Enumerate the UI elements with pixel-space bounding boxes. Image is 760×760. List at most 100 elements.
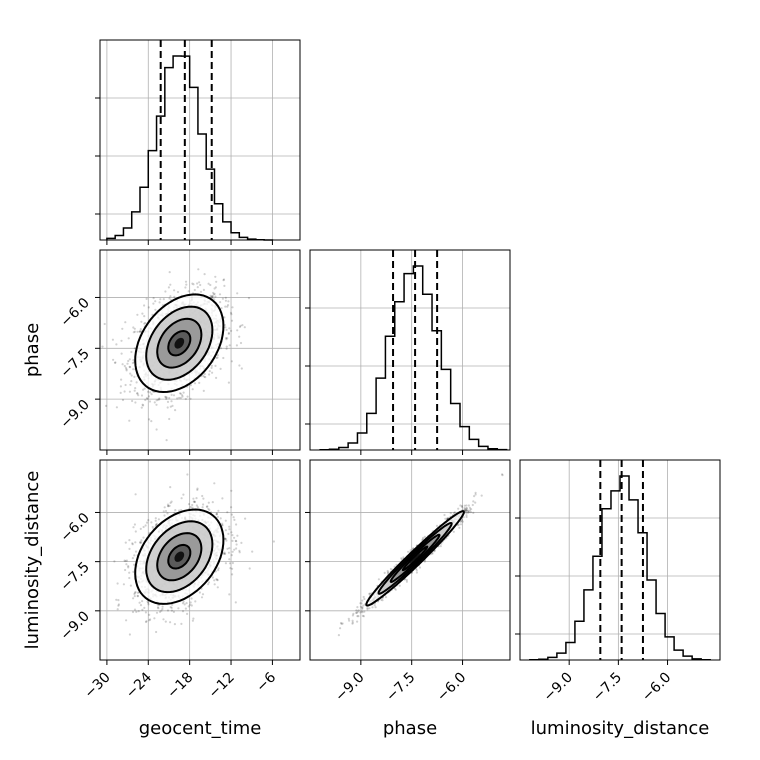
- sample-point: [394, 588, 397, 591]
- sample-point: [198, 381, 201, 384]
- sample-point: [244, 517, 247, 520]
- sample-point: [368, 607, 371, 610]
- sample-point: [139, 541, 142, 545]
- sample-point: [351, 621, 354, 624]
- sample-point: [197, 268, 200, 271]
- sample-point: [133, 608, 137, 611]
- sample-point: [230, 506, 233, 509]
- sample-point: [228, 344, 231, 347]
- sample-point: [183, 603, 186, 606]
- sample-point: [127, 565, 130, 568]
- sample-point: [131, 557, 134, 560]
- sample-point: [133, 592, 136, 596]
- sample-point: [147, 603, 150, 606]
- sample-point: [227, 300, 230, 303]
- sample-point: [132, 359, 135, 362]
- sample-point: [381, 599, 384, 602]
- sample-point: [127, 566, 130, 569]
- sample-point: [181, 602, 185, 605]
- sample-point: [130, 350, 133, 354]
- sample-point: [145, 397, 148, 400]
- sample-point: [348, 619, 351, 622]
- sample-point: [361, 606, 364, 609]
- sample-point: [193, 500, 196, 503]
- sample-point: [474, 491, 477, 494]
- sample-point: [228, 327, 231, 330]
- sample-point: [140, 394, 144, 397]
- sample-point: [457, 507, 460, 510]
- sample-point: [423, 560, 426, 563]
- sample-point: [230, 531, 233, 534]
- sample-point: [163, 514, 166, 517]
- sample-point: [216, 356, 219, 359]
- sample-point: [239, 324, 242, 327]
- sample-point: [196, 506, 199, 509]
- sample-point: [159, 298, 162, 301]
- sample-point: [132, 597, 135, 600]
- sample-point: [116, 608, 119, 611]
- sample-point: [126, 362, 129, 365]
- sample-point: [189, 397, 192, 400]
- sample-point: [356, 620, 359, 623]
- sample-point: [199, 290, 203, 293]
- sample-point: [132, 326, 135, 329]
- sample-point: [122, 583, 125, 586]
- sample-point: [144, 611, 147, 614]
- sample-point: [123, 559, 126, 562]
- sample-point: [166, 512, 169, 515]
- sample-point: [173, 289, 176, 292]
- sample-point: [186, 473, 189, 476]
- sample-point: [234, 539, 237, 543]
- sample-point: [231, 573, 234, 576]
- sample-point: [120, 339, 123, 342]
- sample-point: [164, 395, 167, 398]
- sample-point: [134, 401, 137, 404]
- sample-point: [155, 523, 158, 526]
- sample-point: [248, 567, 251, 570]
- sample-point: [196, 488, 199, 491]
- sample-point: [215, 513, 218, 516]
- sample-point: [186, 395, 189, 398]
- sample-point: [199, 283, 202, 287]
- sample-point: [207, 501, 210, 504]
- sample-point: [240, 541, 243, 545]
- sample-point: [184, 607, 187, 610]
- contour-line-2: [156, 532, 203, 582]
- sample-point: [207, 282, 210, 285]
- sample-point: [185, 283, 188, 286]
- contour-line-0: [134, 508, 225, 605]
- sample-point: [124, 383, 127, 387]
- sample-point: [179, 396, 182, 400]
- sample-point: [228, 558, 231, 561]
- sample-point: [219, 347, 223, 350]
- sample-point: [202, 503, 205, 506]
- sample-point: [465, 515, 468, 519]
- density-peak: [174, 551, 185, 562]
- sample-point: [207, 581, 211, 584]
- sample-point: [141, 403, 144, 406]
- sample-point: [374, 606, 377, 609]
- sample-point: [139, 330, 142, 333]
- sample-point: [140, 320, 143, 323]
- sample-point: [162, 618, 165, 621]
- sample-point: [228, 547, 231, 550]
- sample-point: [184, 286, 187, 289]
- sample-point: [136, 313, 139, 316]
- sample-point: [186, 612, 189, 616]
- density-panel-geocent_time-luminosity_distance: [113, 473, 275, 636]
- sample-point: [142, 404, 145, 407]
- sample-point: [222, 278, 226, 281]
- sample-point: [235, 547, 238, 550]
- sample-point: [236, 292, 239, 295]
- sample-point: [251, 550, 254, 553]
- sample-point: [165, 397, 168, 400]
- sample-point: [219, 367, 222, 370]
- sample-point: [140, 406, 143, 409]
- sample-point: [213, 583, 216, 586]
- sample-point: [215, 356, 218, 360]
- sample-point: [135, 610, 138, 614]
- sample-point: [133, 330, 136, 333]
- sample-point: [124, 541, 127, 544]
- sample-point: [468, 509, 472, 512]
- sample-point: [357, 609, 360, 612]
